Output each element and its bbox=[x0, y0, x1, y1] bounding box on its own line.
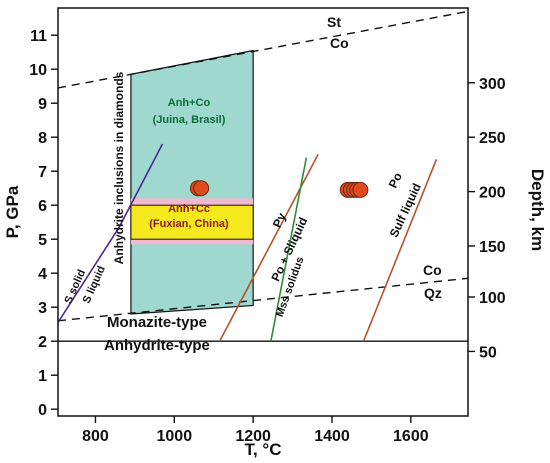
right-axis-ticks: 50 100 150 200 250 300 bbox=[468, 76, 506, 361]
data-point-6 bbox=[352, 181, 369, 198]
left-axis-ticks: 0 1 2 3 4 5 6 7 8 9 10 11 bbox=[29, 28, 58, 419]
label-qz: Qz bbox=[424, 285, 442, 301]
boundary-line-1 bbox=[58, 277, 468, 322]
depth-tick-label: 250 bbox=[479, 130, 506, 147]
y-tick-label: 8 bbox=[38, 130, 47, 147]
depth-tick-label: 200 bbox=[479, 185, 506, 202]
y-tick-label: 5 bbox=[38, 232, 47, 249]
label-co-lower: Co bbox=[423, 262, 442, 278]
x-tick-label: 1600 bbox=[393, 428, 429, 445]
regions-layer bbox=[130, 49, 254, 315]
label-monazite: Monazite-type bbox=[107, 314, 207, 331]
label-anh-co-2: (Juina, Brasil) bbox=[153, 114, 226, 126]
y-tick-label: 0 bbox=[38, 402, 47, 419]
depth-tick-label: 300 bbox=[479, 76, 506, 93]
label-st: St bbox=[327, 14, 341, 30]
boundaries-layer bbox=[58, 10, 468, 342]
y-tick-label: 7 bbox=[38, 164, 47, 181]
y-tick-label: 1 bbox=[38, 368, 47, 385]
data-point-1 bbox=[193, 180, 210, 197]
label-anh-co-1: Anh+Co bbox=[168, 97, 211, 109]
y-tick-label: 4 bbox=[38, 266, 47, 283]
right-axis-title: Depth, km bbox=[528, 169, 547, 251]
label-anhydrite: Anhydrite-type bbox=[104, 337, 210, 354]
y-tick-label: 10 bbox=[29, 62, 47, 79]
label-po: Po bbox=[386, 170, 405, 190]
x-axis-ticks: 800 1000 1200 1400 1600 bbox=[82, 416, 429, 445]
x-tick-label: 1200 bbox=[235, 428, 271, 445]
y-tick-label: 6 bbox=[38, 198, 47, 215]
y-tick-label: 3 bbox=[38, 300, 47, 317]
depth-tick-label: 50 bbox=[479, 344, 497, 361]
y-tick-label: 9 bbox=[38, 96, 47, 113]
x-axis-title: T, °C bbox=[244, 440, 281, 459]
plot-frame bbox=[57, 7, 469, 417]
label-s-liquid: S liquid bbox=[81, 264, 108, 305]
x-tick-label: 1000 bbox=[157, 428, 193, 445]
boundary-line-3 bbox=[58, 143, 164, 323]
x-tick-label: 800 bbox=[82, 428, 109, 445]
x-tick-label: 1400 bbox=[314, 428, 350, 445]
region-anh-cc bbox=[130, 204, 254, 240]
label-anh-cc-1: Anh+Cc bbox=[168, 203, 210, 215]
boundary-line-6 bbox=[362, 159, 438, 342]
boundary-line-5 bbox=[270, 157, 308, 342]
depth-tick-label: 150 bbox=[479, 239, 506, 256]
label-py: Py bbox=[270, 210, 289, 230]
label-inclusions: Anhydrite inclusions in diamonds bbox=[112, 71, 126, 264]
y-tick-label: 11 bbox=[30, 28, 47, 45]
label-co-upper: Co bbox=[330, 35, 349, 51]
label-sulf-liquid: Sulf liquid bbox=[387, 181, 424, 239]
depth-tick-label: 100 bbox=[479, 290, 506, 307]
left-axis-title: P, GPa bbox=[3, 185, 22, 238]
data-points-layer bbox=[189, 180, 369, 198]
y-tick-label: 2 bbox=[38, 334, 47, 351]
region-anhydrite-inclusions bbox=[130, 49, 254, 315]
label-anh-cc-2: (Fuxian, China) bbox=[149, 218, 229, 230]
